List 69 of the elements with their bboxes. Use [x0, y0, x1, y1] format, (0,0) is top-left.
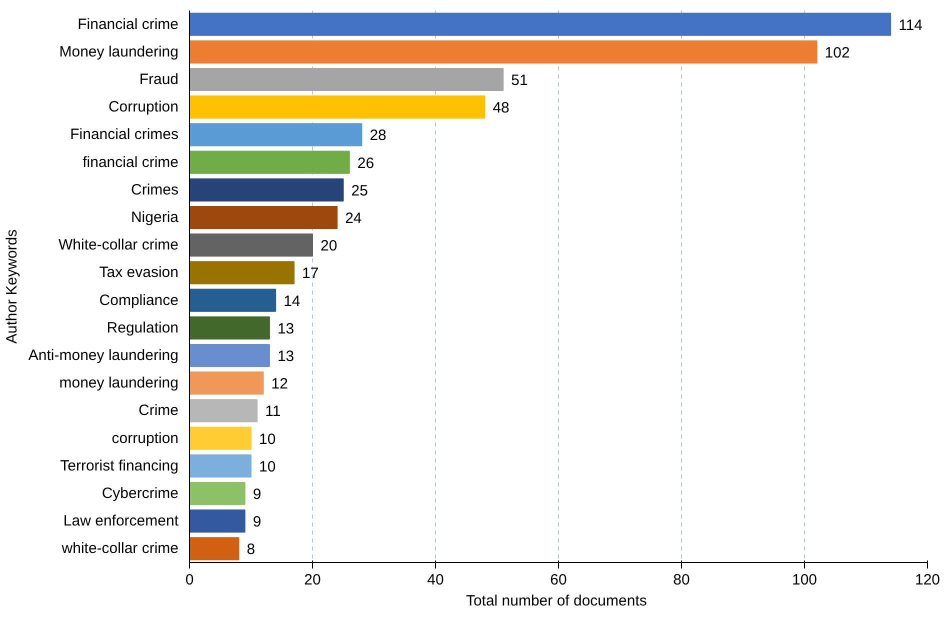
- data-label: 10: [259, 458, 276, 476]
- data-label: 102: [824, 44, 850, 62]
- bar: [190, 510, 246, 533]
- y-tick-label: money laundering: [59, 374, 179, 392]
- y-tick-label: Regulation: [106, 319, 178, 336]
- y-tick-label: Nigeria: [130, 209, 180, 226]
- y-tick-label: Crimes: [131, 181, 178, 198]
- y-tick-label: corruption: [112, 430, 178, 447]
- y-tick-label: Financial crime: [78, 16, 179, 33]
- y-tick-label: financial crime: [82, 154, 179, 171]
- bar: [190, 426, 252, 450]
- x-tick-label: 40: [427, 572, 444, 588]
- data-label: 24: [345, 210, 362, 227]
- bar: [190, 68, 504, 92]
- data-label: 20: [320, 238, 338, 255]
- y-axis-title: Author Keywords: [3, 229, 20, 344]
- y-tick-label: Cybercrime: [102, 485, 179, 502]
- bar: [190, 40, 818, 64]
- data-label: 25: [351, 182, 368, 200]
- bar: [190, 234, 313, 257]
- x-tick-label: 100: [792, 572, 818, 588]
- data-label: 28: [370, 127, 386, 144]
- bar: [190, 454, 252, 478]
- data-label: 8: [246, 541, 256, 558]
- bar: [190, 123, 362, 146]
- bar: [190, 12, 892, 36]
- bar: [190, 344, 270, 368]
- x-tick-label: 0: [185, 572, 194, 588]
- y-tick-label: Law enforcement: [63, 512, 180, 530]
- bar: [190, 482, 246, 506]
- y-tick-label: Financial crimes: [70, 126, 179, 144]
- data-label: 11: [265, 403, 281, 420]
- bar: [190, 178, 344, 202]
- bar: [190, 150, 350, 174]
- bar: [190, 537, 240, 560]
- x-tick-label: 20: [304, 572, 321, 588]
- y-tick-label: Terrorist financing: [60, 457, 179, 474]
- y-tick-label: white-collar crime: [60, 540, 179, 558]
- data-label: 13: [277, 348, 294, 365]
- data-label: 14: [284, 292, 300, 310]
- y-tick-label: Fraud: [139, 71, 179, 88]
- x-tick-label: 60: [550, 572, 567, 588]
- data-label: 10: [259, 430, 276, 448]
- data-label: 17: [302, 265, 319, 282]
- x-axis-title: Total number of documents: [466, 592, 647, 610]
- data-label: 9: [252, 486, 262, 503]
- data-label: 13: [277, 320, 294, 338]
- data-label: 9: [252, 514, 262, 531]
- data-label: 12: [271, 376, 288, 393]
- bar: [190, 372, 264, 395]
- x-tick-label: 120: [914, 572, 940, 588]
- data-label: 48: [492, 100, 510, 117]
- data-label: 26: [357, 154, 374, 172]
- data-label: 114: [898, 16, 923, 34]
- bar: [190, 96, 486, 119]
- bar: [190, 206, 338, 230]
- bar: [190, 316, 270, 340]
- y-tick-label: Crime: [138, 402, 178, 420]
- y-tick-label: Money laundering: [59, 43, 179, 60]
- bar: [190, 399, 258, 422]
- y-tick-label: Compliance: [99, 292, 179, 309]
- bar: [190, 261, 295, 284]
- bar: [190, 288, 276, 312]
- y-tick-label: Corruption: [108, 98, 179, 116]
- y-tick-label: White-collar crime: [58, 236, 178, 254]
- data-label: 51: [511, 72, 528, 89]
- y-tick-label: Anti-money laundering: [28, 347, 179, 364]
- y-tick-label: Tax evasion: [99, 264, 179, 282]
- x-tick-label: 80: [673, 572, 690, 588]
